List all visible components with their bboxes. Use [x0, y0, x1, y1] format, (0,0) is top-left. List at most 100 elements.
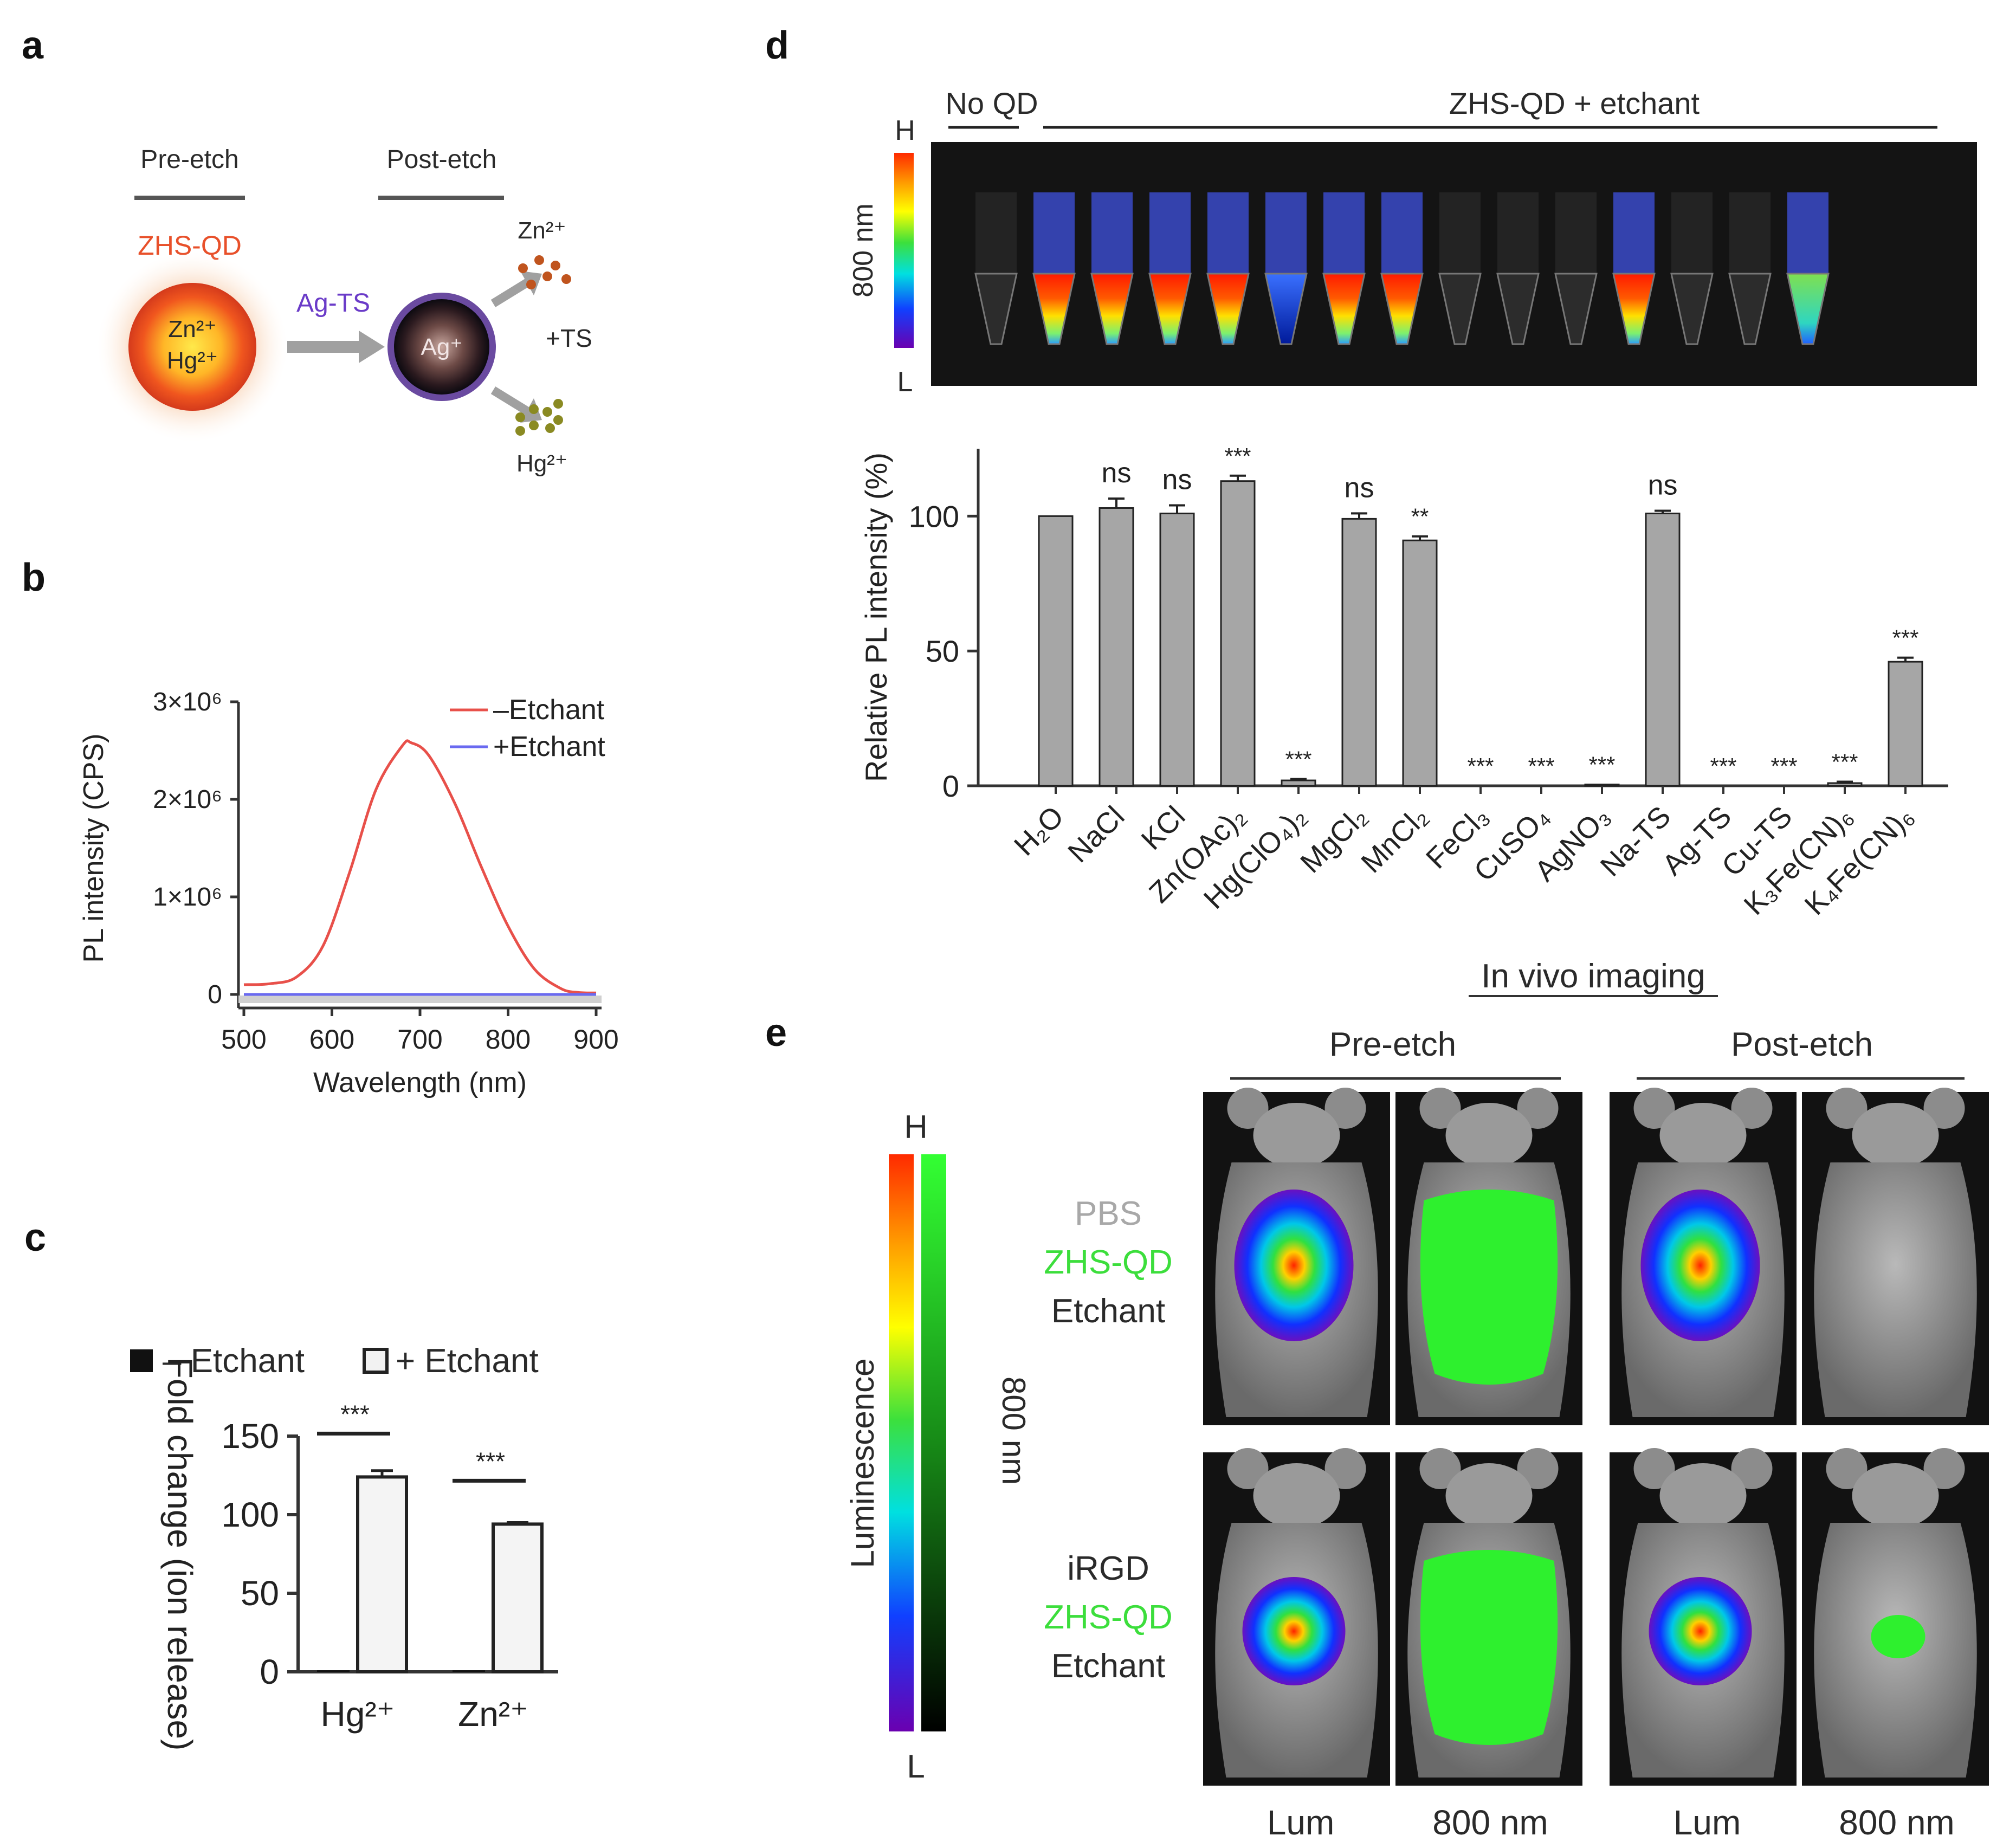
tube-body [1554, 273, 1598, 345]
significance-label: ns [1345, 472, 1374, 503]
tube-cap [1091, 192, 1133, 274]
tube-cap [1265, 192, 1307, 274]
bar [1402, 539, 1438, 787]
y-tick-label: 1×10⁶ [153, 883, 222, 912]
significance-label: *** [1467, 753, 1494, 779]
y-tick-label: 0 [942, 769, 959, 803]
nir-scale-bar [921, 1154, 946, 1731]
core-ion-zn: Zn²⁺ [168, 316, 216, 342]
tube-body [1090, 273, 1134, 345]
significance-label: ns [1102, 457, 1132, 489]
mouse-head [1253, 1463, 1340, 1528]
tube-body [1206, 273, 1250, 345]
mouse-ear [1324, 1088, 1366, 1129]
zn-ions [518, 255, 571, 289]
y-tick-label: 100 [909, 499, 959, 533]
bar-minus [453, 1670, 485, 1672]
released-zn-label: Zn²⁺ [518, 217, 566, 244]
tube-cap [1787, 192, 1828, 274]
y-tick-label: 50 [241, 1574, 279, 1613]
significance-label: ** [1411, 504, 1429, 529]
x-tick-label: H₂O [1008, 800, 1070, 862]
tube-cap [1207, 192, 1249, 274]
nir-signal [1420, 1550, 1558, 1745]
in-vivo-heading: In vivo imaging [1481, 958, 1705, 995]
legend-plus-swatch [363, 1348, 389, 1374]
significance-label: *** [1892, 625, 1918, 651]
bar-plus [492, 1522, 544, 1673]
significance-label: *** [1224, 443, 1251, 469]
arrow-down-shaft [490, 386, 531, 416]
legend-minus-label: – Etchant [163, 1342, 305, 1380]
mouse-ear [1731, 1088, 1773, 1129]
bar [1099, 507, 1134, 787]
mouse-ear [1419, 1448, 1461, 1489]
lum-axis-label: Luminescence [844, 1359, 881, 1568]
luminescence-signal [1242, 1577, 1346, 1685]
x-tick-label: 600 [309, 1024, 354, 1055]
panel-b: b 500 600 700 800 900 0 1×10⁶ 2×10⁶ 3×10⁶ Wavelen… [22, 556, 619, 1098]
mouse-ear [1227, 1088, 1269, 1129]
y-axis-title: Fold change (ion release) [160, 1358, 199, 1751]
legend-plus-label: + Etchant [396, 1342, 539, 1380]
x-tick-label: 900 [573, 1024, 618, 1055]
tube-body [974, 273, 1018, 345]
post-etch-col-heading: Post-etch [1731, 1026, 1873, 1063]
mouse-ear [1227, 1448, 1269, 1489]
nir-signal [1420, 1190, 1558, 1385]
mouse-ear [1923, 1448, 1965, 1489]
released-ts-label: +TS [546, 324, 592, 352]
luminescence-signal [1649, 1577, 1752, 1685]
tube-body [1148, 273, 1192, 345]
chart-c: 0 50 100 150 Fold change (ion release) *** Hg²… [160, 1358, 558, 1751]
tube-row [974, 192, 1830, 345]
mouse-ear [1923, 1088, 1965, 1129]
bar [1038, 515, 1074, 787]
bar [1888, 661, 1923, 787]
chart-d: 0 50 100 Relative PL intensity (%) H₂O ns NaCl… [859, 443, 1948, 921]
post-etch-heading: Post-etch [387, 145, 497, 174]
panel-e: e In vivo imaging Pre-etch Post-etch H L… [765, 958, 1989, 1842]
mouse-head [1253, 1103, 1340, 1168]
quantum-dot [128, 283, 256, 411]
significance-label: *** [1528, 753, 1554, 779]
x-tick-label: MnCl₂ [1355, 800, 1434, 879]
mouse-ear [1517, 1088, 1559, 1129]
bar [1645, 512, 1681, 787]
bar [1281, 779, 1316, 787]
tube-cap [1323, 192, 1365, 274]
mouse-ear [1633, 1448, 1675, 1489]
legend-label-plus: +Etchant [493, 731, 605, 762]
luminescence-signal [1234, 1190, 1354, 1341]
mouse-ear [1731, 1448, 1773, 1489]
tube-body [1438, 273, 1482, 345]
mouse-head [1852, 1463, 1939, 1528]
e-scale-high: H [904, 1109, 927, 1145]
tube-body [1728, 273, 1772, 345]
panel-b-label: b [22, 556, 46, 599]
arrow-up-shaft [490, 278, 531, 307]
lum-scale-bar [889, 1154, 914, 1731]
row2-label-1: iRGD [1067, 1550, 1149, 1587]
tube-cap [1555, 192, 1597, 274]
panel-d: d No QD ZHS-QD + etchant H L 800 nm 0 50 1… [765, 24, 1977, 921]
released-hg-label: Hg²⁺ [516, 450, 567, 477]
tube-cap [1729, 192, 1771, 274]
tube-body [1264, 273, 1308, 345]
tube-cap [1613, 192, 1655, 274]
panel-a: a Pre-etch Post-etch ZHS-QD Zn²⁺ Hg²⁺ Ag… [22, 24, 592, 477]
x-axis-title: Wavelength (nm) [313, 1067, 527, 1098]
row2-label-2: ZHS-QD [1044, 1599, 1173, 1636]
panel-c: c – Etchant + Etchant 0 50 100 150 Fold chan… [24, 1216, 558, 1750]
col-label-3: Lum [1673, 1803, 1741, 1842]
y-tick-label: 3×10⁶ [153, 688, 222, 716]
etchant-group-label: ZHS-QD + etchant [1449, 86, 1700, 120]
panel-a-label: a [22, 24, 44, 67]
significance-label: *** [1285, 747, 1311, 772]
panel-e-label: e [765, 1011, 787, 1055]
bar-plus [356, 1475, 408, 1673]
chart-b: 500 600 700 800 900 0 1×10⁶ 2×10⁶ 3×10⁶ Wavelengt… [78, 688, 619, 1098]
significance-label: *** [340, 1400, 370, 1428]
mouse-head [1659, 1103, 1747, 1168]
